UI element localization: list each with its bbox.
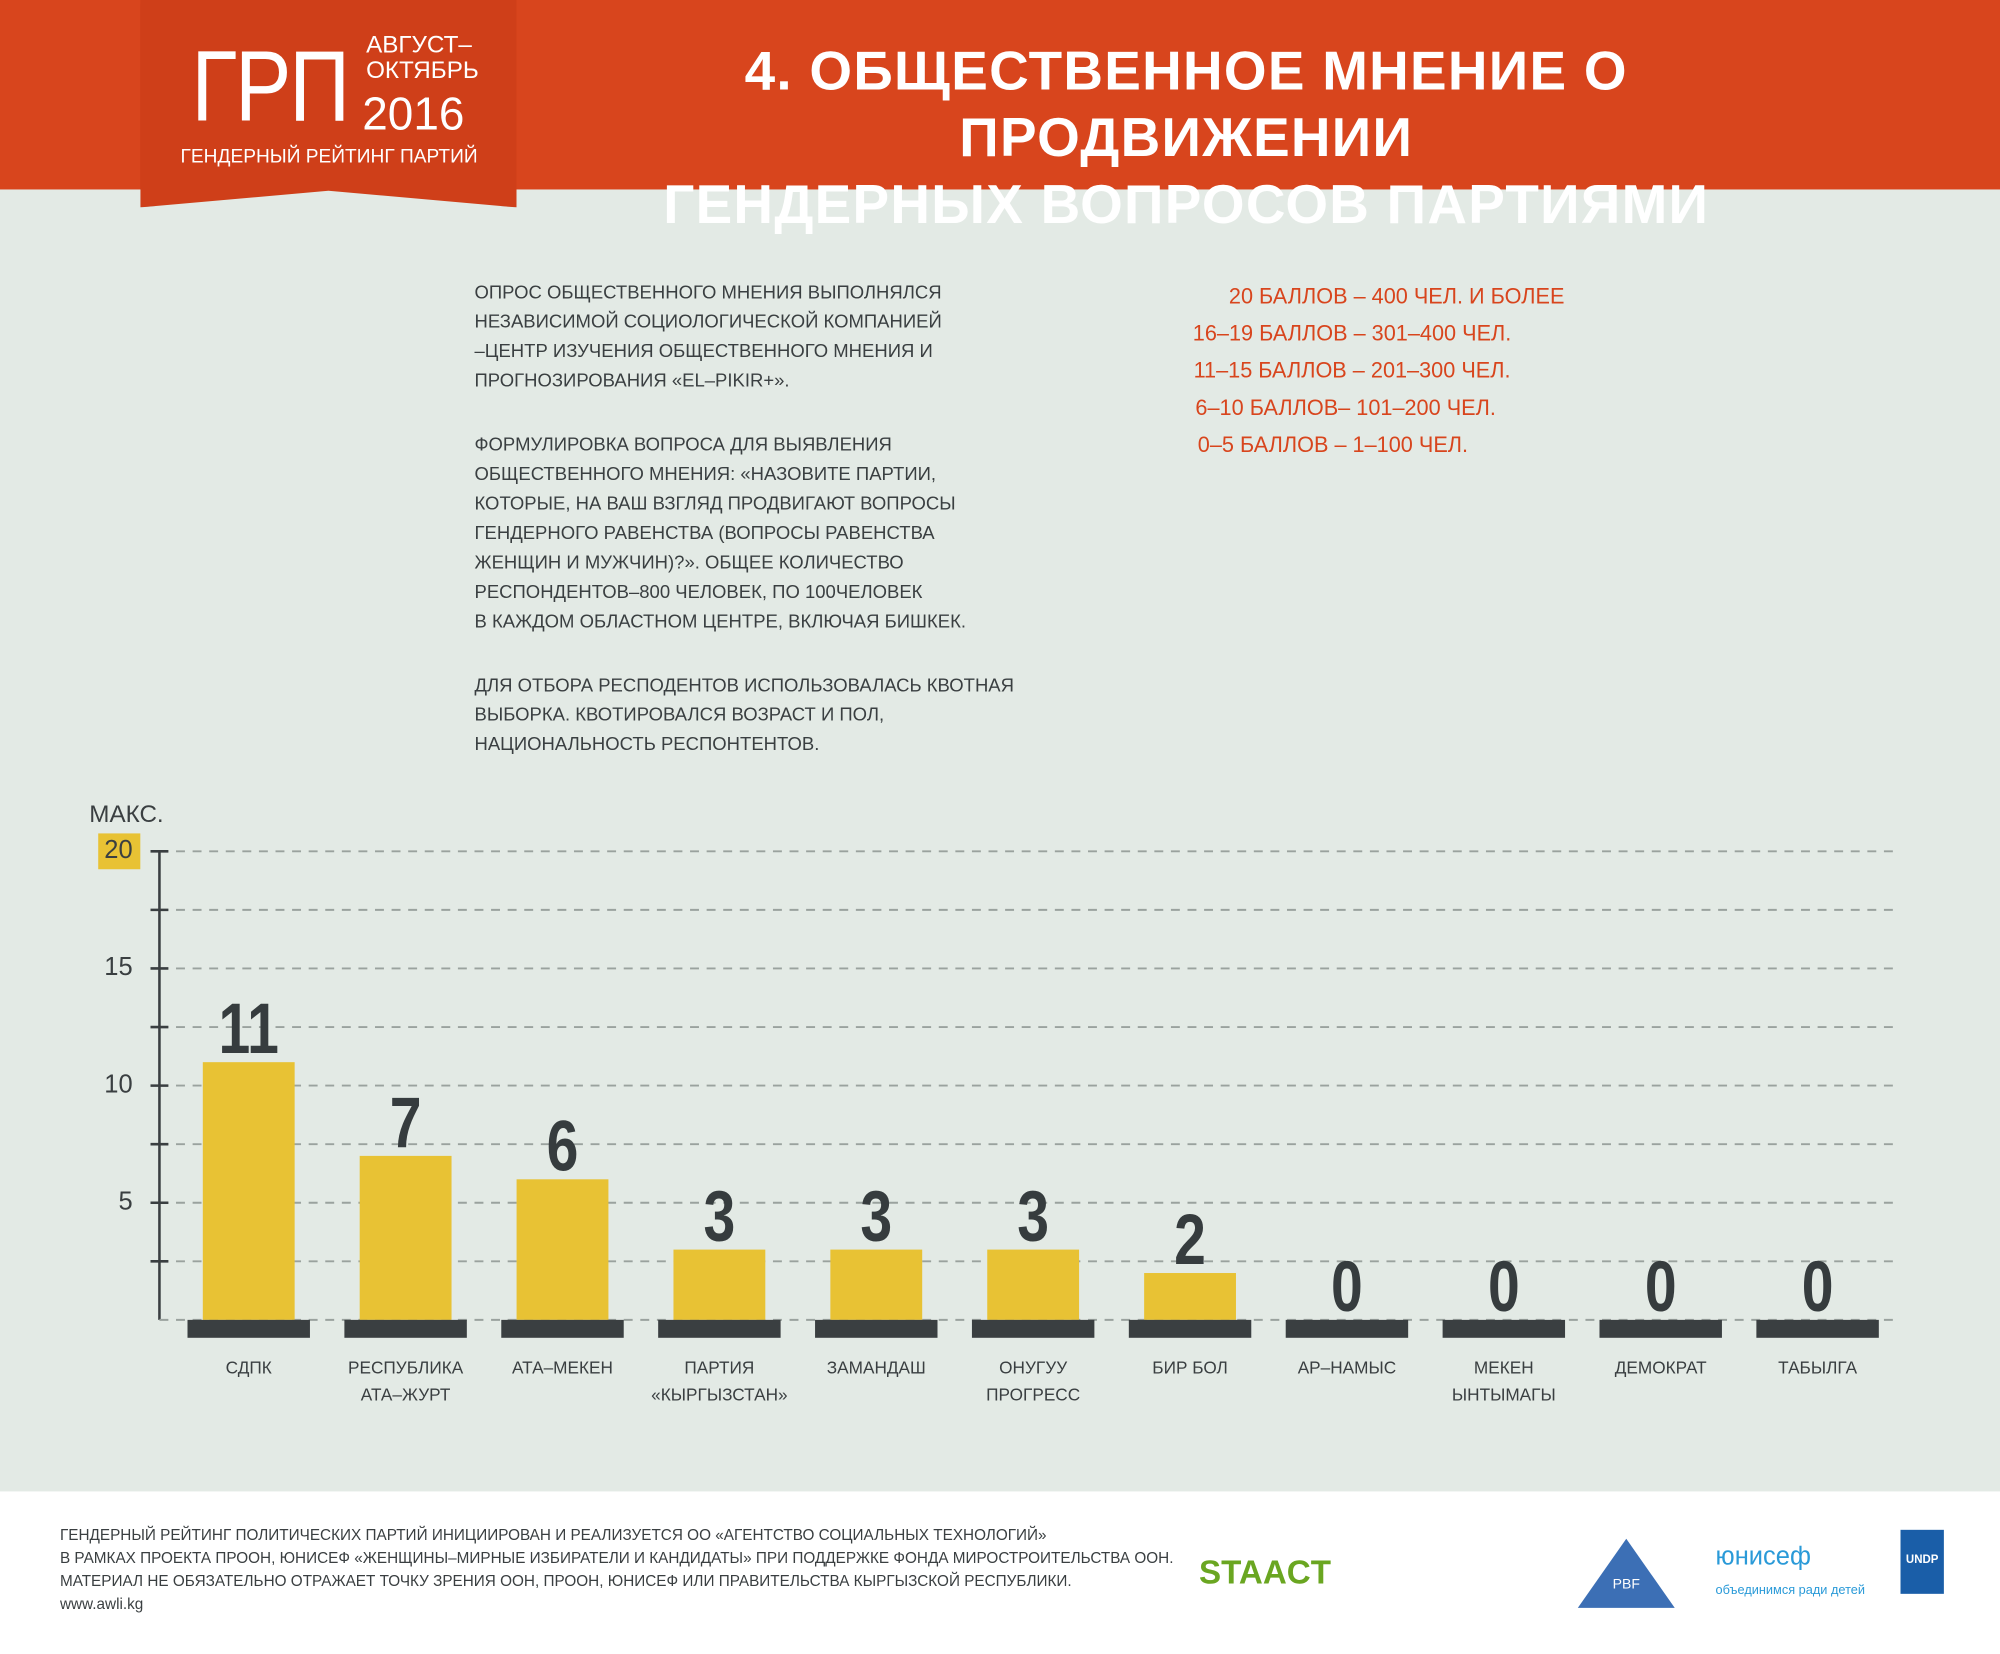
bar-base (1442, 1319, 1566, 1338)
logo-pbf: PBF (1612, 1577, 1640, 1593)
logo-pbf-shape (1577, 1538, 1675, 1608)
bar-base (815, 1319, 938, 1338)
logo: ГРП (191, 29, 350, 143)
value-label: 6 (547, 1105, 579, 1186)
intro-paragraph: ДЛЯ ОТБОРА РЕСПОДЕНТОВ ИСПОЛЬЗОВАЛАСЬ КВ… (474, 675, 1015, 756)
scale-legend: 20 БАЛЛОВ – 400 ЧЕЛ. И БОЛЕЕ (1228, 284, 1565, 309)
bar-base (1756, 1319, 1879, 1338)
bar-base (501, 1319, 624, 1338)
x-tick-label: ДЕМОКРАТ (1614, 1358, 1707, 1378)
x-tick-label: АТА–МЕКЕН (512, 1358, 613, 1378)
logo-ribbon (140, 0, 517, 208)
bar-base (187, 1319, 310, 1338)
x-tick-label: ТАБЫЛГА (1778, 1358, 1858, 1378)
x-tick-label: АР–НАМЫС (1297, 1358, 1397, 1378)
bar-base (1285, 1319, 1409, 1338)
logo-year: 2016 (362, 87, 465, 140)
logo-unicef-caption: объединимся ради детей (1715, 1583, 1865, 1598)
x-tick-label: БИР БОЛ (1152, 1358, 1228, 1378)
bar-base (658, 1319, 781, 1338)
intro-paragraph: ОПРОС ОБЩЕСТВЕННОГО МНЕНИЯ ВЫПОЛНЯЛСЯ НЕ… (474, 282, 942, 392)
value-label: 11 (219, 988, 279, 1069)
x-tick-label: РЕСПУБЛИКА АТА–ЖУРТ (347, 1358, 464, 1405)
bar (673, 1249, 766, 1320)
value-label: 3 (860, 1175, 892, 1256)
bar-base (971, 1319, 1095, 1338)
y-tick-label: 10 (104, 1070, 132, 1098)
bar-base (1128, 1319, 1252, 1338)
footer (0, 1491, 2000, 1654)
scale-legend: 16–19 БАЛЛОВ – 301–400 ЧЕЛ. (1192, 321, 1512, 346)
logo-unicef: юнисеф (1715, 1542, 1811, 1571)
bar-base (344, 1319, 467, 1338)
bar (516, 1179, 609, 1320)
x-tick-label: СДПК (225, 1358, 272, 1378)
y-tick-label: 15 (104, 953, 132, 981)
bar (830, 1249, 923, 1320)
bar (1144, 1273, 1236, 1320)
value-label: 3 (1017, 1175, 1049, 1256)
value-label: 2 (1174, 1199, 1206, 1280)
value-label: 0 (1645, 1246, 1677, 1327)
value-label: 0 (1802, 1246, 1834, 1327)
max-highlight (98, 833, 141, 870)
value-label: 7 (390, 1082, 422, 1163)
intro-paragraph: ФОРМУЛИРОВКА ВОПРОСА ДЛЯ ВЫЯВЛЕНИЯ ОБЩЕС… (474, 435, 967, 633)
x-tick-label: ЗАМАНДАШ (826, 1358, 926, 1378)
value-label: 0 (1488, 1246, 1520, 1327)
y-tick-label: 5 (118, 1187, 132, 1215)
page-title: 4. ОБЩЕСТВЕННОЕ МНЕНИЕ О ПРОДВИЖЕНИИ ГЕН… (663, 40, 1710, 236)
logo-caption: ГЕНДЕРНЫЙ РЕЙТИНГ ПАРТИЙ (180, 145, 478, 168)
y-axis-label: МАКС. (89, 801, 163, 828)
scale-legend: 6–10 БАЛЛОВ– 101–200 ЧЕЛ. (1195, 395, 1496, 420)
scale-legend: 11–15 БАЛЛОВ – 201–300 ЧЕЛ. (1193, 358, 1511, 383)
x-tick-label: ПАРТИЯ «КЫРГЫЗСТАН» (651, 1358, 788, 1405)
bar-base (1599, 1319, 1722, 1338)
bar (202, 1062, 295, 1320)
x-tick-label: ОНУГУУ ПРОГРЕСС (986, 1358, 1081, 1405)
scale-legend: 0–5 БАЛЛОВ – 1–100 ЧЕЛ. (1197, 432, 1469, 458)
bar (987, 1249, 1080, 1320)
logo-staact: STAACT (1198, 1552, 1332, 1592)
y-tick-label: 20 (104, 836, 132, 864)
value-label: 0 (1331, 1246, 1363, 1327)
footer-text: ГЕНДЕРНЫЙ РЕЙТИНГ ПОЛИТИЧЕСКИХ ПАРТИЙ ИН… (59, 1525, 1174, 1614)
bar (359, 1155, 452, 1320)
x-tick-label: МЕКЕН ЫНТЫМАГЫ (1451, 1358, 1556, 1405)
value-label: 3 (704, 1175, 736, 1256)
logo-period: АВГУСТ– ОКТЯБРЬ (366, 32, 479, 85)
logo-undp: UNDP (1900, 1529, 1944, 1594)
